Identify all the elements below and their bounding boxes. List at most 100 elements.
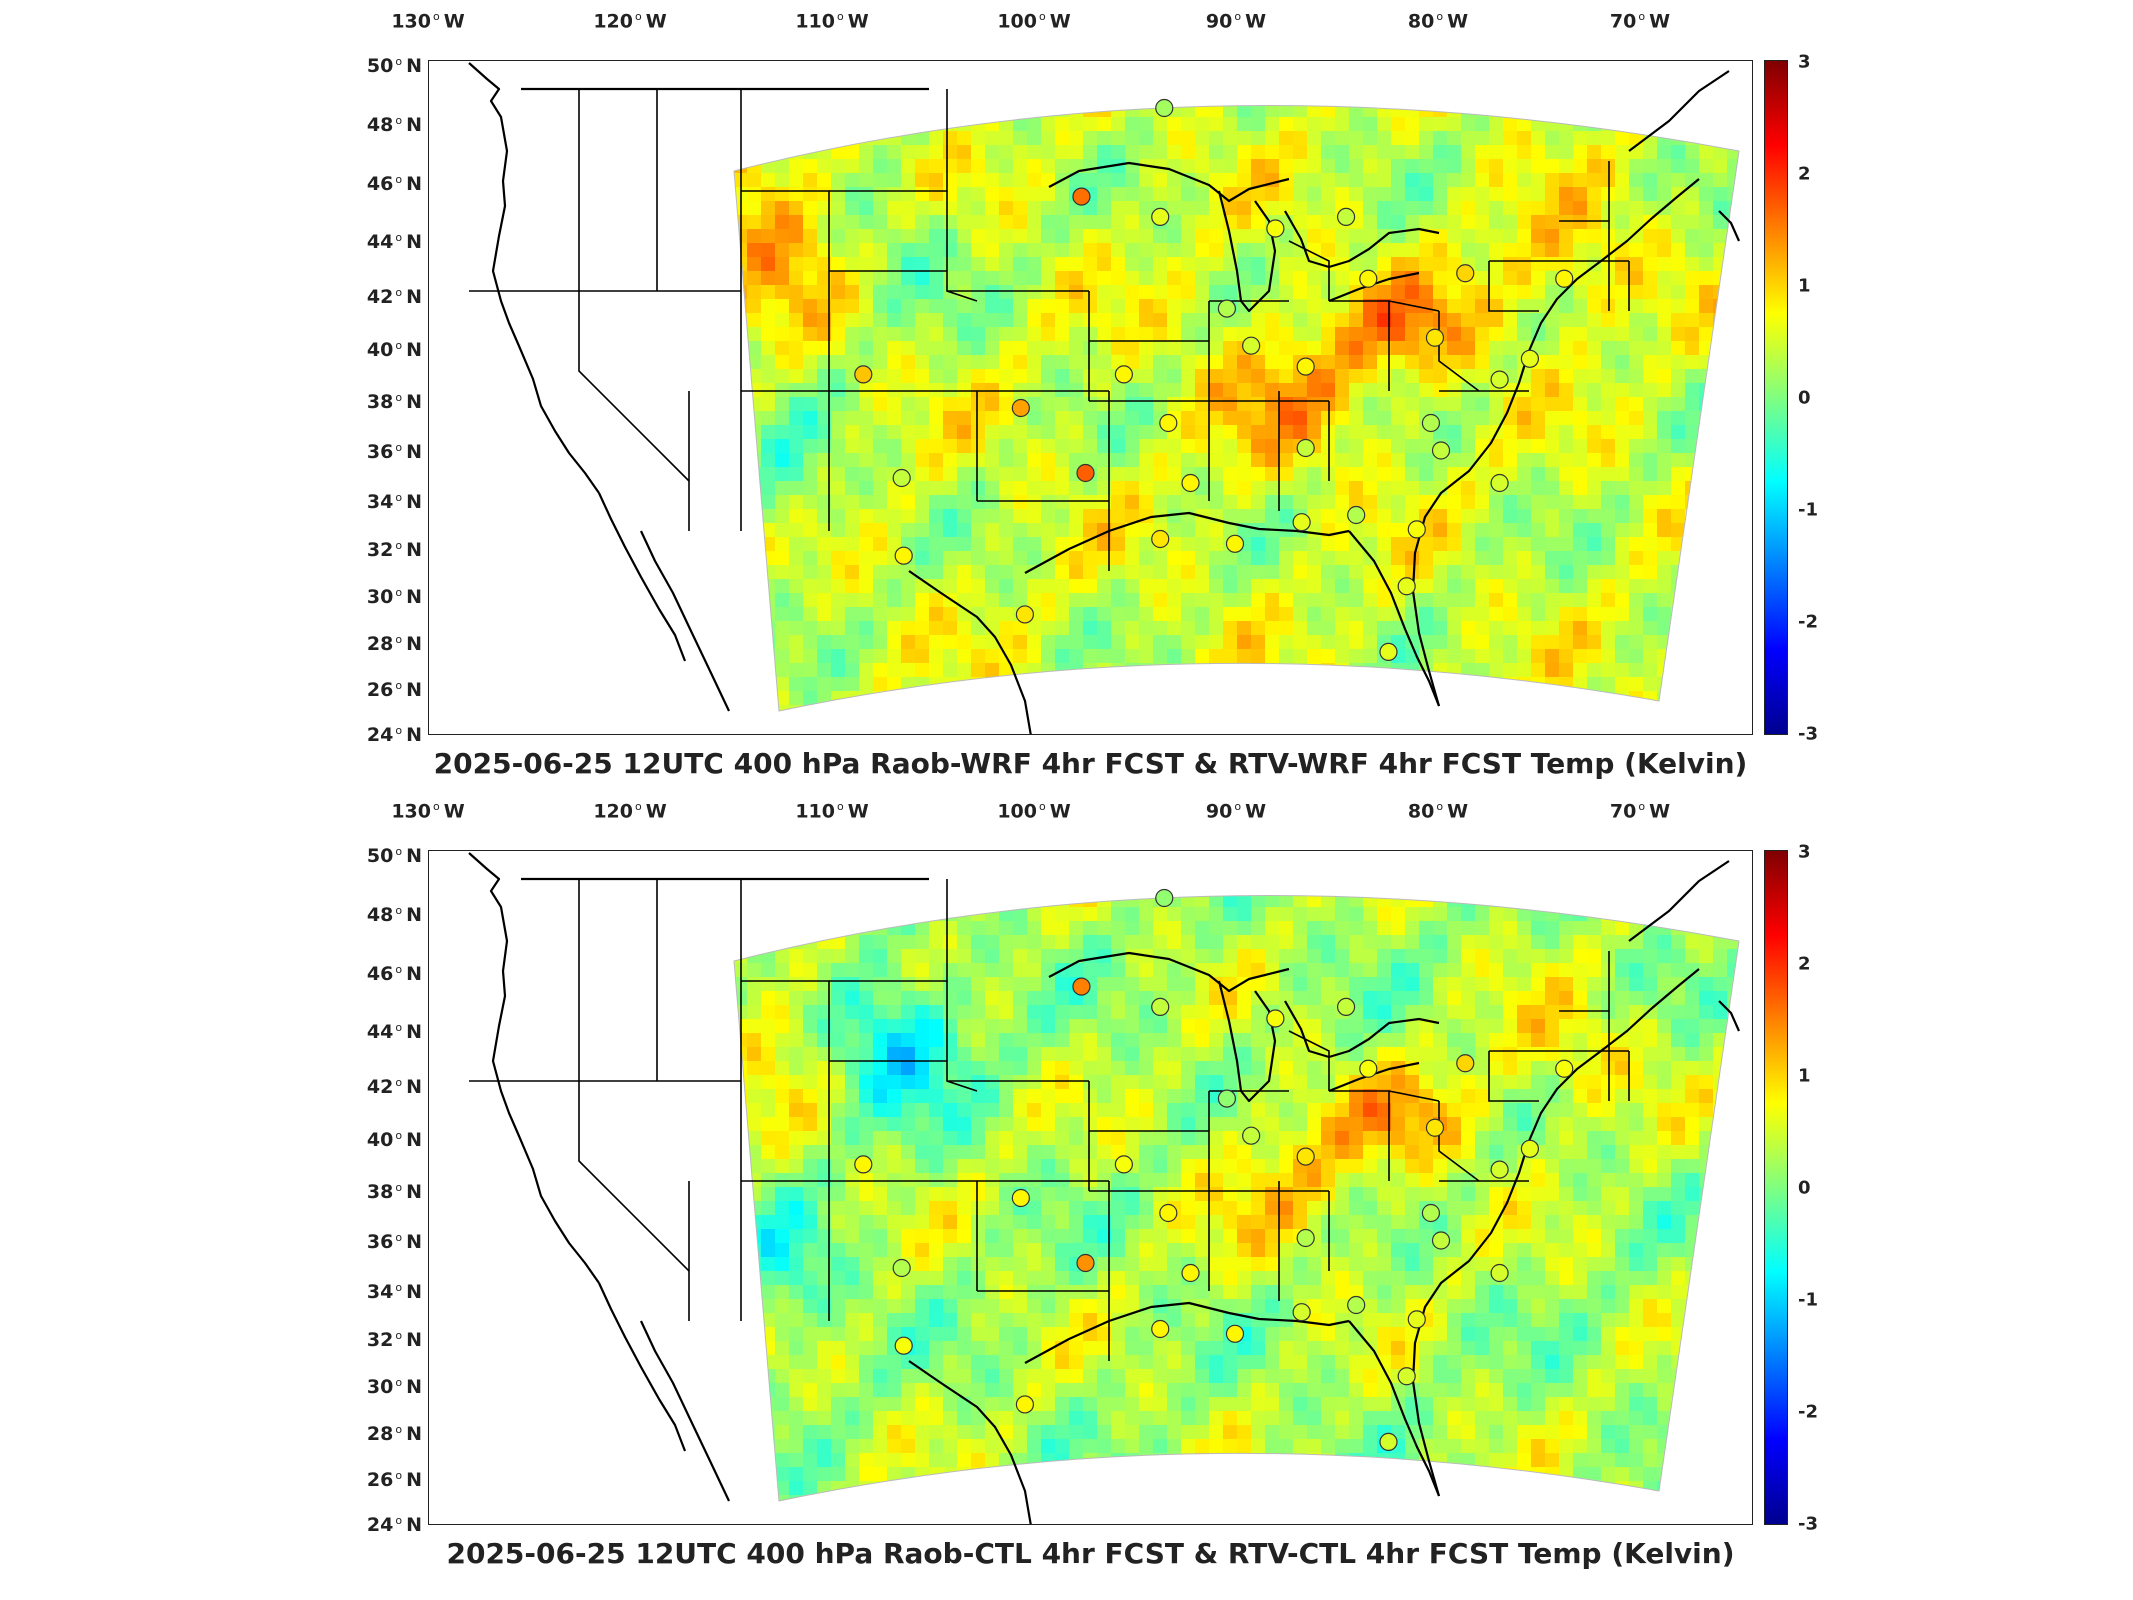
raob-station-marker: [1407, 1310, 1426, 1329]
domain-outline: [733, 895, 1740, 1502]
lat-label: 34 o N: [366, 490, 422, 514]
raob-station-marker: [1217, 299, 1237, 318]
raob-station-marker: [1379, 1432, 1398, 1452]
raob-station-marker: [1011, 1188, 1030, 1208]
state-border: [1488, 261, 1539, 312]
raob-station-marker: [1266, 219, 1285, 238]
colorbar-tick: 1: [1798, 275, 1811, 297]
temperature-field: [734, 105, 1739, 711]
lon-label: 120 o W: [593, 800, 667, 823]
raob-station-marker: [1490, 370, 1509, 389]
raob-station-marker: [1397, 1367, 1416, 1386]
lon-label: 90 o W: [1205, 800, 1267, 823]
lat-label: 30 o N: [366, 1375, 422, 1399]
map-panel-bottom: 130 o W 120 o W 110 o W 100 o W 90 o W 80 o W 70 o W 5…: [0, 790, 2133, 1580]
coastline: [908, 570, 1032, 734]
coastlines: [468, 852, 1741, 1524]
raob-station-marker: [1151, 529, 1170, 549]
raob-station-marker: [1296, 438, 1315, 458]
raob-station-marker: [1431, 1231, 1451, 1250]
raob-station-marker: [892, 1258, 911, 1278]
state-border: [1288, 240, 1330, 301]
lat-label: 40 o N: [366, 338, 422, 362]
coastline: [1284, 1000, 1440, 1059]
raob-stations: [854, 888, 1574, 1452]
raob-station-marker: [1155, 888, 1174, 908]
coastline: [1628, 70, 1730, 152]
lat-label: 28 o N: [366, 632, 422, 656]
coastline: [1048, 161, 1290, 203]
state-border: [578, 1081, 690, 1272]
lat-label: 50 o N: [366, 54, 422, 78]
lon-label: 90 o W: [1205, 10, 1267, 33]
lat-label: 44 o N: [366, 1020, 422, 1044]
raob-station-marker: [1421, 1203, 1441, 1223]
lat-label: 36 o N: [366, 440, 422, 464]
coastline: [1024, 1301, 1350, 1364]
raob-station-marker: [1181, 473, 1200, 493]
lat-label: 46 o N: [366, 172, 422, 196]
colorbar-tick: -1: [1798, 499, 1818, 521]
raob-station-marker: [1421, 413, 1441, 433]
raob-station-marker: [1359, 269, 1378, 288]
raob-station-marker: [1431, 441, 1451, 460]
raob-station-marker: [1114, 365, 1133, 384]
coastline: [1284, 210, 1440, 269]
raob-station-marker: [1296, 357, 1315, 376]
colorbar-tick: -2: [1798, 1401, 1818, 1423]
raob-station-marker: [854, 1155, 873, 1174]
lat-label: 32 o N: [366, 538, 422, 562]
coastline: [1628, 860, 1730, 942]
raob-station-marker: [1520, 349, 1540, 368]
colorbar-tick: 2: [1798, 163, 1811, 185]
raob-station-marker: [1155, 98, 1174, 118]
panel-title: 2025-06-25 12UTC 400 hPa Raob-WRF 4hr FC…: [433, 747, 1748, 780]
raob-stations: [854, 98, 1574, 662]
raob-station-marker: [1336, 997, 1356, 1016]
state-border: [578, 291, 690, 482]
raob-station-marker: [1151, 1319, 1170, 1339]
lat-label: 32 o N: [366, 1328, 422, 1352]
raob-station-marker: [854, 365, 873, 384]
raob-station-marker: [1076, 463, 1095, 483]
coastline: [640, 1320, 730, 1502]
coastline: [640, 530, 730, 712]
lat-label: 26 o N: [366, 1468, 422, 1492]
coastline: [468, 852, 600, 1284]
lat-label: 24 o N: [366, 1513, 422, 1537]
temperature-map: [468, 852, 1741, 1524]
map-panel-top: 130 o W 120 o W 110 o W 100 o W 90 o W 80 o W 70 o W 5…: [0, 0, 2133, 790]
lat-label: 46 o N: [366, 962, 422, 986]
colorbar-tick: 1: [1798, 1065, 1811, 1087]
raob-station-marker: [1151, 207, 1170, 226]
raob-station-marker: [1490, 1263, 1509, 1283]
lat-label: 40 o N: [366, 1128, 422, 1152]
raob-station-marker: [1159, 1203, 1178, 1223]
coastline: [1348, 530, 1441, 707]
domain-outline: [733, 105, 1740, 712]
raob-station-marker: [894, 546, 913, 565]
raob-station-marker: [1266, 1009, 1285, 1028]
temperature-map: [468, 62, 1741, 734]
raob-station-marker: [1490, 473, 1509, 493]
raob-station-marker: [1296, 1147, 1315, 1166]
lon-label: 100 o W: [997, 800, 1071, 823]
raob-station-marker: [1296, 1228, 1315, 1248]
raob-station-marker: [1347, 505, 1366, 525]
state-border: [1438, 311, 1480, 392]
lat-label: 36 o N: [366, 1230, 422, 1254]
lat-label: 26 o N: [366, 678, 422, 702]
raob-station-marker: [1425, 1118, 1445, 1137]
raob-station-marker: [1015, 1395, 1035, 1414]
lon-label: 80 o W: [1407, 800, 1469, 823]
raob-station-marker: [1520, 1139, 1540, 1158]
raob-station-marker: [1151, 997, 1170, 1016]
colorbar: [1764, 850, 1788, 1525]
coastline: [598, 492, 687, 662]
raob-station-marker: [1225, 1324, 1245, 1343]
raob-station-marker: [1456, 264, 1475, 283]
raob-station-marker: [1225, 534, 1245, 553]
raob-station-marker: [1072, 977, 1091, 996]
raob-station-marker: [1181, 1263, 1200, 1283]
lon-label: 110 o W: [795, 10, 869, 33]
